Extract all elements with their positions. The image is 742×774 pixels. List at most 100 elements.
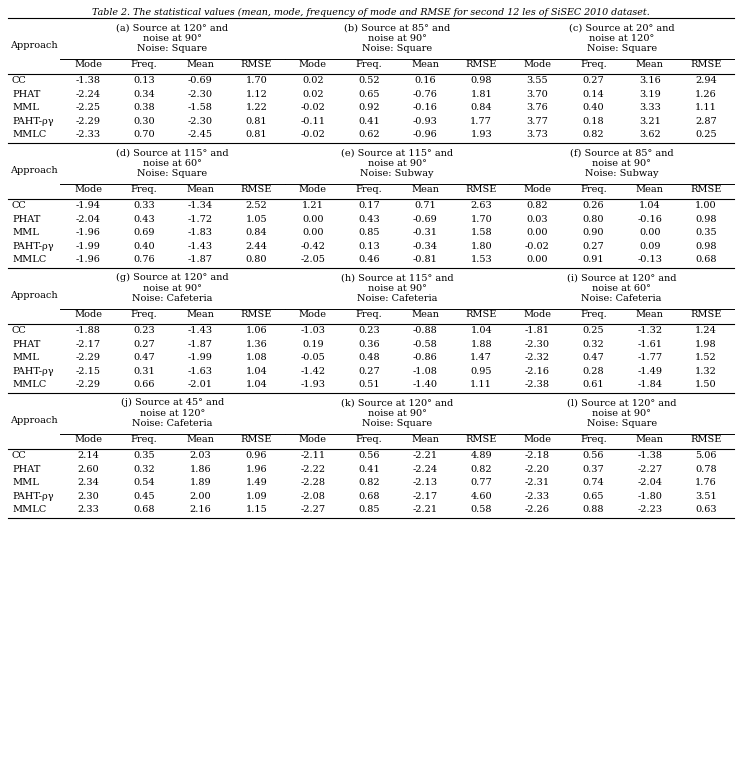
Text: 0.74: 0.74 [582, 478, 605, 488]
Text: 0.56: 0.56 [582, 451, 604, 461]
Text: MML: MML [12, 354, 39, 362]
Text: Freq.: Freq. [131, 185, 157, 194]
Text: 0.82: 0.82 [527, 201, 548, 211]
Text: noise at 90°: noise at 90° [367, 159, 427, 168]
Text: 2.30: 2.30 [77, 492, 99, 501]
Text: 0.78: 0.78 [695, 465, 717, 474]
Text: -2.26: -2.26 [525, 505, 550, 515]
Text: 1.98: 1.98 [695, 340, 717, 349]
Text: 0.63: 0.63 [695, 505, 717, 515]
Text: 2.87: 2.87 [695, 117, 717, 126]
Text: Mode: Mode [299, 435, 326, 444]
Text: noise at 90°: noise at 90° [367, 34, 427, 43]
Text: 0.00: 0.00 [639, 228, 660, 238]
Text: -2.18: -2.18 [525, 451, 550, 461]
Text: 0.25: 0.25 [695, 131, 717, 139]
Text: -0.16: -0.16 [413, 104, 438, 112]
Text: 1.04: 1.04 [246, 381, 267, 389]
Text: 1.15: 1.15 [246, 505, 267, 515]
Text: 0.23: 0.23 [358, 327, 380, 335]
Text: 0.34: 0.34 [134, 90, 155, 99]
Text: 0.35: 0.35 [134, 451, 155, 461]
Text: 0.27: 0.27 [358, 367, 380, 376]
Text: -2.08: -2.08 [301, 492, 325, 501]
Text: MMLC: MMLC [12, 131, 46, 139]
Text: Approach: Approach [10, 416, 58, 425]
Text: 2.94: 2.94 [695, 77, 717, 85]
Text: 0.27: 0.27 [134, 340, 155, 349]
Text: RMSE: RMSE [465, 60, 497, 69]
Text: 1.32: 1.32 [695, 367, 717, 376]
Text: 0.68: 0.68 [695, 255, 717, 265]
Text: 0.81: 0.81 [246, 117, 267, 126]
Text: 3.21: 3.21 [639, 117, 660, 126]
Text: CC: CC [12, 451, 27, 461]
Text: -2.04: -2.04 [637, 478, 663, 488]
Text: 0.13: 0.13 [358, 242, 380, 251]
Text: -1.40: -1.40 [413, 381, 438, 389]
Text: -2.30: -2.30 [188, 90, 213, 99]
Text: 1.88: 1.88 [470, 340, 492, 349]
Text: PHAT: PHAT [12, 465, 40, 474]
Text: 0.92: 0.92 [358, 104, 380, 112]
Text: 0.98: 0.98 [695, 242, 717, 251]
Text: (g) Source at 120° and: (g) Source at 120° and [116, 273, 229, 283]
Text: -1.84: -1.84 [637, 381, 663, 389]
Text: 0.84: 0.84 [246, 228, 267, 238]
Text: Freq.: Freq. [580, 435, 607, 444]
Text: -1.43: -1.43 [188, 242, 213, 251]
Text: 0.32: 0.32 [582, 340, 605, 349]
Text: -0.16: -0.16 [637, 215, 662, 224]
Text: -2.21: -2.21 [413, 451, 438, 461]
Text: 0.47: 0.47 [134, 354, 155, 362]
Text: 1.21: 1.21 [302, 201, 324, 211]
Text: -2.11: -2.11 [301, 451, 325, 461]
Text: -1.96: -1.96 [76, 228, 100, 238]
Text: Mean: Mean [411, 60, 439, 69]
Text: -2.33: -2.33 [525, 492, 550, 501]
Text: 0.14: 0.14 [582, 90, 605, 99]
Text: 1.58: 1.58 [470, 228, 492, 238]
Text: 0.52: 0.52 [358, 77, 380, 85]
Text: PHAT: PHAT [12, 340, 40, 349]
Text: PAHT-ργ: PAHT-ργ [12, 242, 53, 251]
Text: Freq.: Freq. [580, 310, 607, 319]
Text: 0.17: 0.17 [358, 201, 380, 211]
Text: 3.62: 3.62 [639, 131, 660, 139]
Text: RMSE: RMSE [690, 60, 722, 69]
Text: MML: MML [12, 104, 39, 112]
Text: (i) Source at 120° and: (i) Source at 120° and [567, 273, 677, 283]
Text: RMSE: RMSE [465, 185, 497, 194]
Text: Noise: Cafeteria: Noise: Cafeteria [582, 294, 662, 303]
Text: 0.03: 0.03 [527, 215, 548, 224]
Text: -0.02: -0.02 [301, 131, 325, 139]
Text: -1.58: -1.58 [188, 104, 213, 112]
Text: (k) Source at 120° and: (k) Source at 120° and [341, 399, 453, 407]
Text: Freq.: Freq. [131, 435, 157, 444]
Text: (e) Source at 115° and: (e) Source at 115° and [341, 149, 453, 157]
Text: -2.22: -2.22 [301, 465, 325, 474]
Text: CC: CC [12, 327, 27, 335]
Text: Freq.: Freq. [355, 185, 382, 194]
Text: (a) Source at 120° and: (a) Source at 120° and [116, 23, 229, 33]
Text: Table 2. The statistical values (mean, mode, frequency of mode and RMSE for seco: Table 2. The statistical values (mean, m… [92, 8, 650, 17]
Text: 0.28: 0.28 [582, 367, 605, 376]
Text: -1.63: -1.63 [188, 367, 213, 376]
Text: 0.02: 0.02 [302, 77, 324, 85]
Text: 2.33: 2.33 [77, 505, 99, 515]
Text: -2.32: -2.32 [525, 354, 550, 362]
Text: -1.94: -1.94 [76, 201, 101, 211]
Text: -2.30: -2.30 [525, 340, 550, 349]
Text: Mode: Mode [523, 60, 551, 69]
Text: Approach: Approach [10, 166, 58, 175]
Text: 0.27: 0.27 [582, 77, 605, 85]
Text: -0.02: -0.02 [301, 104, 325, 112]
Text: 0.70: 0.70 [134, 131, 155, 139]
Text: Freq.: Freq. [131, 310, 157, 319]
Text: 1.00: 1.00 [695, 201, 717, 211]
Text: -1.96: -1.96 [76, 255, 100, 265]
Text: -0.93: -0.93 [413, 117, 438, 126]
Text: 1.53: 1.53 [470, 255, 492, 265]
Text: 1.89: 1.89 [190, 478, 211, 488]
Text: 1.22: 1.22 [246, 104, 268, 112]
